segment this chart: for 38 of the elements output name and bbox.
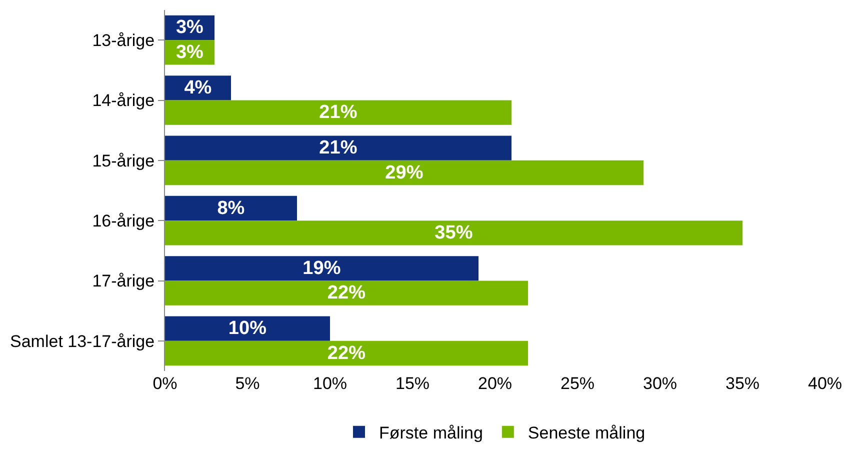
data-label: 21% [319, 102, 358, 124]
x-tick-label: 20% [478, 374, 512, 393]
legend-label: Seneste måling [528, 424, 646, 442]
data-label: 3% [176, 17, 204, 38]
x-tick-label: 35% [725, 374, 760, 393]
x-tick-label: 5% [235, 374, 260, 393]
y-tick-label: Samlet 13-17-årige [10, 332, 155, 351]
data-label: 8% [217, 198, 245, 219]
x-tick-label: 15% [395, 374, 430, 393]
bar [165, 280, 528, 306]
y-tick-label: 17-årige [92, 272, 155, 291]
data-label: 22% [327, 342, 366, 364]
x-tick-label: 10% [312, 374, 348, 393]
x-tick-label: 40% [808, 374, 842, 393]
bar [165, 136, 512, 160]
bar [165, 100, 512, 125]
data-label: 22% [327, 282, 366, 304]
data-label: 19% [302, 258, 341, 279]
bar [165, 160, 644, 186]
y-tick-label: 13-årige [92, 31, 155, 50]
data-label: 35% [434, 222, 473, 244]
bar [165, 340, 528, 366]
legend-label: Første måling [379, 424, 483, 442]
data-label: 10% [228, 318, 267, 340]
bar [165, 256, 478, 281]
data-label: 29% [385, 162, 424, 184]
data-label: 4% [184, 77, 212, 98]
data-label: 3% [176, 42, 204, 63]
y-tick-label: 15-årige [92, 151, 155, 170]
data-label: 21% [319, 138, 358, 159]
x-tick-label: 25% [560, 374, 595, 393]
x-tick-label: 0% [152, 374, 178, 393]
bar [165, 196, 297, 221]
bar [165, 220, 742, 246]
x-tick-label: 30% [642, 374, 678, 393]
y-tick-label: 14-årige [92, 91, 155, 110]
bar [165, 316, 330, 341]
y-tick-label: 16-årige [92, 212, 155, 231]
